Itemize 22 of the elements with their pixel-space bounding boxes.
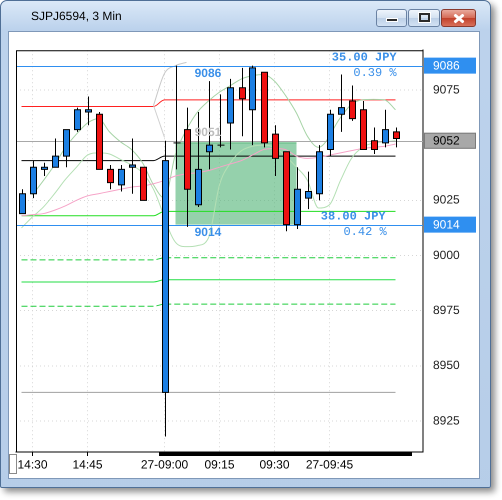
x-tick-label: 09:30 <box>259 458 290 472</box>
y-tick-label: 9075 <box>433 82 460 96</box>
annotation: 38.00 JPY <box>320 210 386 224</box>
annotation: 9086 <box>194 66 222 80</box>
ref-line-label: 9086 <box>433 58 460 72</box>
x-tick-label: 27-09:00 <box>140 458 189 472</box>
x-tick-label: 14:45 <box>72 458 103 472</box>
y-tick-label: 8925 <box>433 413 460 428</box>
ref-line-label: 9052 <box>433 134 460 148</box>
annotation: 0.39 % <box>353 66 398 80</box>
y-tick-label: 9025 <box>433 192 460 207</box>
y-tick-label: 8950 <box>433 358 460 372</box>
x-tick-label: 14:30 <box>17 458 48 472</box>
chart-title: SJPJ6594, 3 Min <box>31 9 122 23</box>
annotation: 0.42 % <box>343 224 388 239</box>
y-tick-label: 8975 <box>433 303 460 318</box>
x-tick-label: 27-09:45 <box>306 458 354 472</box>
annotation: 35.00 JPY <box>332 50 398 65</box>
y-tick-label: 9000 <box>433 248 460 262</box>
ref-line-label: 9014 <box>433 217 460 232</box>
x-tick-label: 09:15 <box>204 458 235 472</box>
annotation: 9014 <box>194 224 222 239</box>
